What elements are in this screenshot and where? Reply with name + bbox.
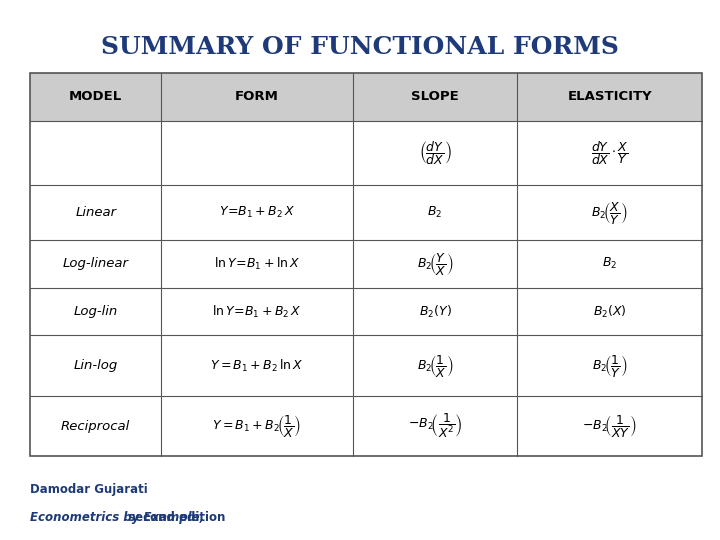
Text: SLOPE: SLOPE <box>411 90 459 103</box>
Text: $Y\!=\!B_1 + B_2\,X$: $Y\!=\!B_1 + B_2\,X$ <box>219 205 295 220</box>
Text: $Y = B_1 + B_2\,\ln X$: $Y = B_1 + B_2\,\ln X$ <box>210 357 304 374</box>
Text: $B_2\!\left(\dfrac{Y}{X}\right)$: $B_2\!\left(\dfrac{Y}{X}\right)$ <box>417 251 453 276</box>
Text: $\ln Y\!=\!B_1 + B_2\,X$: $\ln Y\!=\!B_1 + B_2\,X$ <box>212 303 302 320</box>
Text: $B_2$: $B_2$ <box>428 205 443 220</box>
Text: Reciprocal: Reciprocal <box>61 420 130 433</box>
Text: $\dfrac{dY}{dX}\cdot\dfrac{X}{Y}$: $\dfrac{dY}{dX}\cdot\dfrac{X}{Y}$ <box>591 139 629 167</box>
Text: Linear: Linear <box>75 206 117 219</box>
Text: $B_2\!\left(\dfrac{1}{Y}\right)$: $B_2\!\left(\dfrac{1}{Y}\right)$ <box>592 353 628 379</box>
Text: $\ln Y\!=\!B_1 + \ln X$: $\ln Y\!=\!B_1 + \ln X$ <box>214 255 300 272</box>
Text: Econometrics by Example,: Econometrics by Example, <box>30 511 204 524</box>
Text: ELASTICITY: ELASTICITY <box>567 90 652 103</box>
Text: $Y = B_1 + B_2\!\left(\dfrac{1}{X}\right)$: $Y = B_1 + B_2\!\left(\dfrac{1}{X}\right… <box>212 413 302 439</box>
Text: second edition: second edition <box>124 511 225 524</box>
Text: $B_2\!\left(\dfrac{X}{Y}\right)$: $B_2\!\left(\dfrac{X}{Y}\right)$ <box>591 199 628 226</box>
Text: $B_2\!\left(\dfrac{1}{X}\right)$: $B_2\!\left(\dfrac{1}{X}\right)$ <box>417 353 453 379</box>
Text: $B_2(X)$: $B_2(X)$ <box>593 303 626 320</box>
Text: $B_2$: $B_2$ <box>602 256 617 271</box>
Text: SUMMARY OF FUNCTIONAL FORMS: SUMMARY OF FUNCTIONAL FORMS <box>101 35 619 59</box>
Text: $-B_2\!\left(\dfrac{1}{XY}\right)$: $-B_2\!\left(\dfrac{1}{XY}\right)$ <box>582 413 637 439</box>
Text: Log-lin: Log-lin <box>73 305 118 318</box>
Bar <box>30 73 702 121</box>
Text: Lin-log: Lin-log <box>73 359 118 372</box>
Text: FORM: FORM <box>235 90 279 103</box>
Text: MODEL: MODEL <box>69 90 122 103</box>
Text: Log-linear: Log-linear <box>63 257 129 270</box>
Text: $B_2(Y)$: $B_2(Y)$ <box>418 303 451 320</box>
Text: Damodar Gujarati: Damodar Gujarati <box>30 483 148 496</box>
Text: $-B_2\!\left(\dfrac{1}{X^2}\right)$: $-B_2\!\left(\dfrac{1}{X^2}\right)$ <box>408 412 462 440</box>
Text: $\left(\dfrac{dY}{dX}\right)$: $\left(\dfrac{dY}{dX}\right)$ <box>418 139 451 167</box>
Bar <box>30 73 702 456</box>
